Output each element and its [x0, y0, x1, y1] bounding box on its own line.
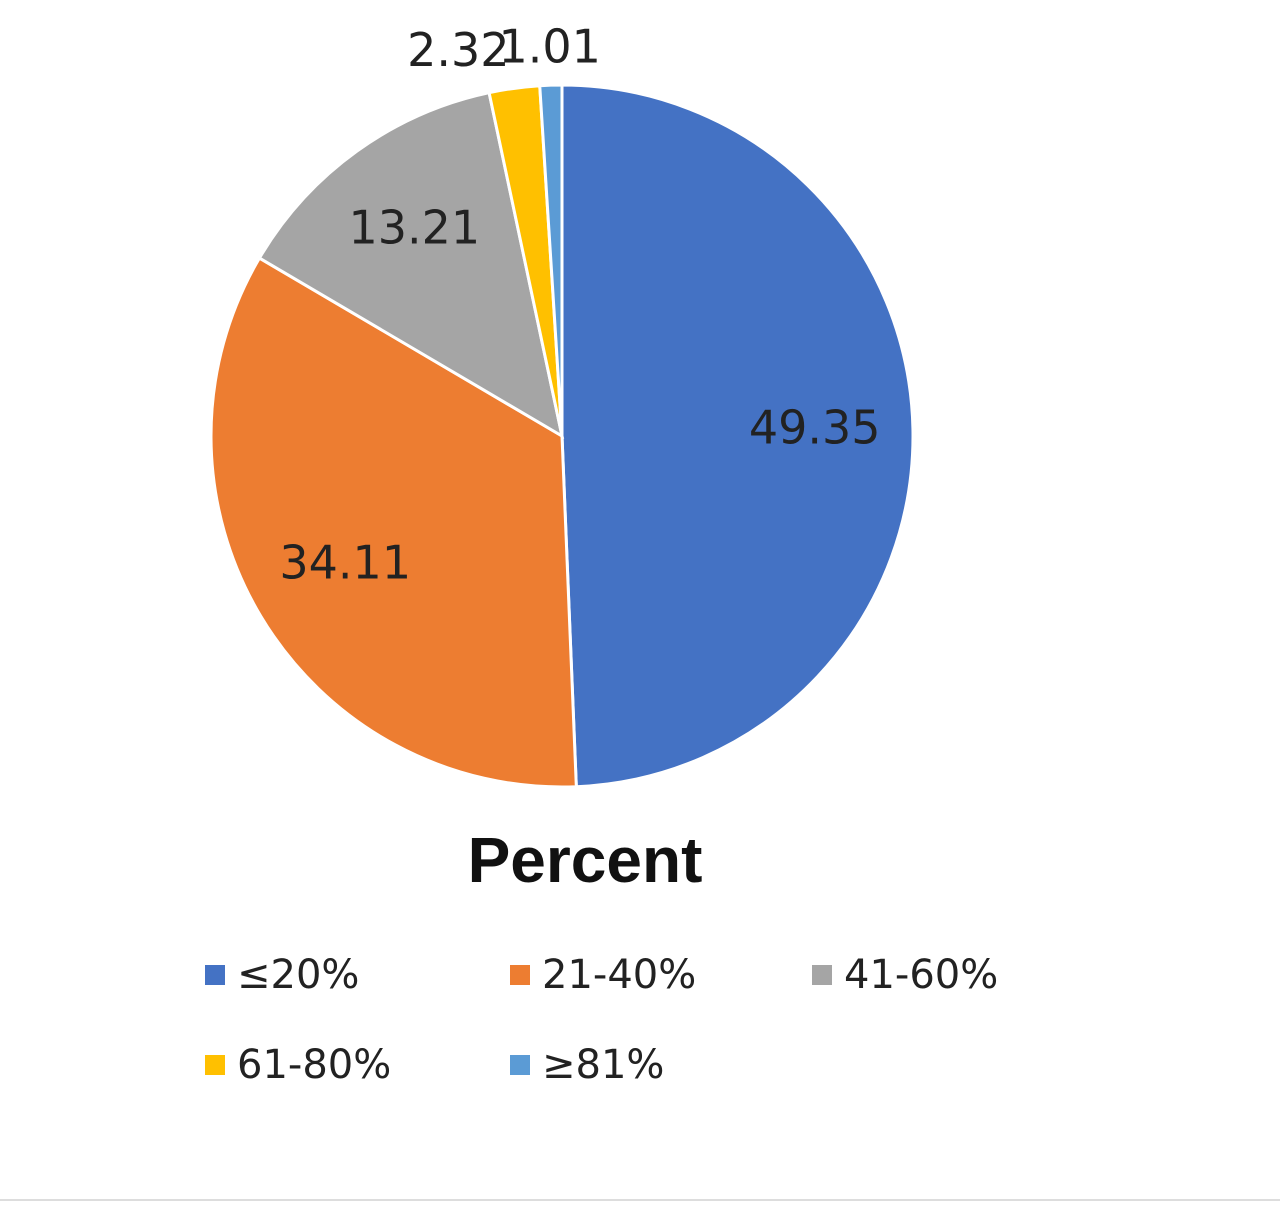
legend-swatch: [510, 1055, 530, 1075]
pie-slice: [257, 90, 565, 440]
data-label: 13.21: [348, 200, 480, 254]
data-label: 34.11: [279, 535, 411, 589]
legend-label: ≥81%: [542, 1042, 664, 1088]
pie-slice: [209, 256, 578, 789]
data-label: 2.32: [407, 23, 509, 77]
pie-slice: [538, 83, 564, 437]
data-label: 49.35: [749, 400, 881, 454]
legend-swatch: [205, 1055, 225, 1075]
legend-label: 61-80%: [237, 1042, 391, 1088]
chart-title: Percent: [468, 824, 703, 896]
legend-swatch: [205, 965, 225, 985]
data-label: 1.01: [499, 20, 601, 74]
legend-label: ≤20%: [237, 952, 359, 998]
legend-label: 21-40%: [542, 952, 696, 998]
legend-swatch: [510, 965, 530, 985]
legend-label: 41-60%: [844, 952, 998, 998]
legend-swatch: [812, 965, 832, 985]
pie-slice: [560, 83, 915, 789]
